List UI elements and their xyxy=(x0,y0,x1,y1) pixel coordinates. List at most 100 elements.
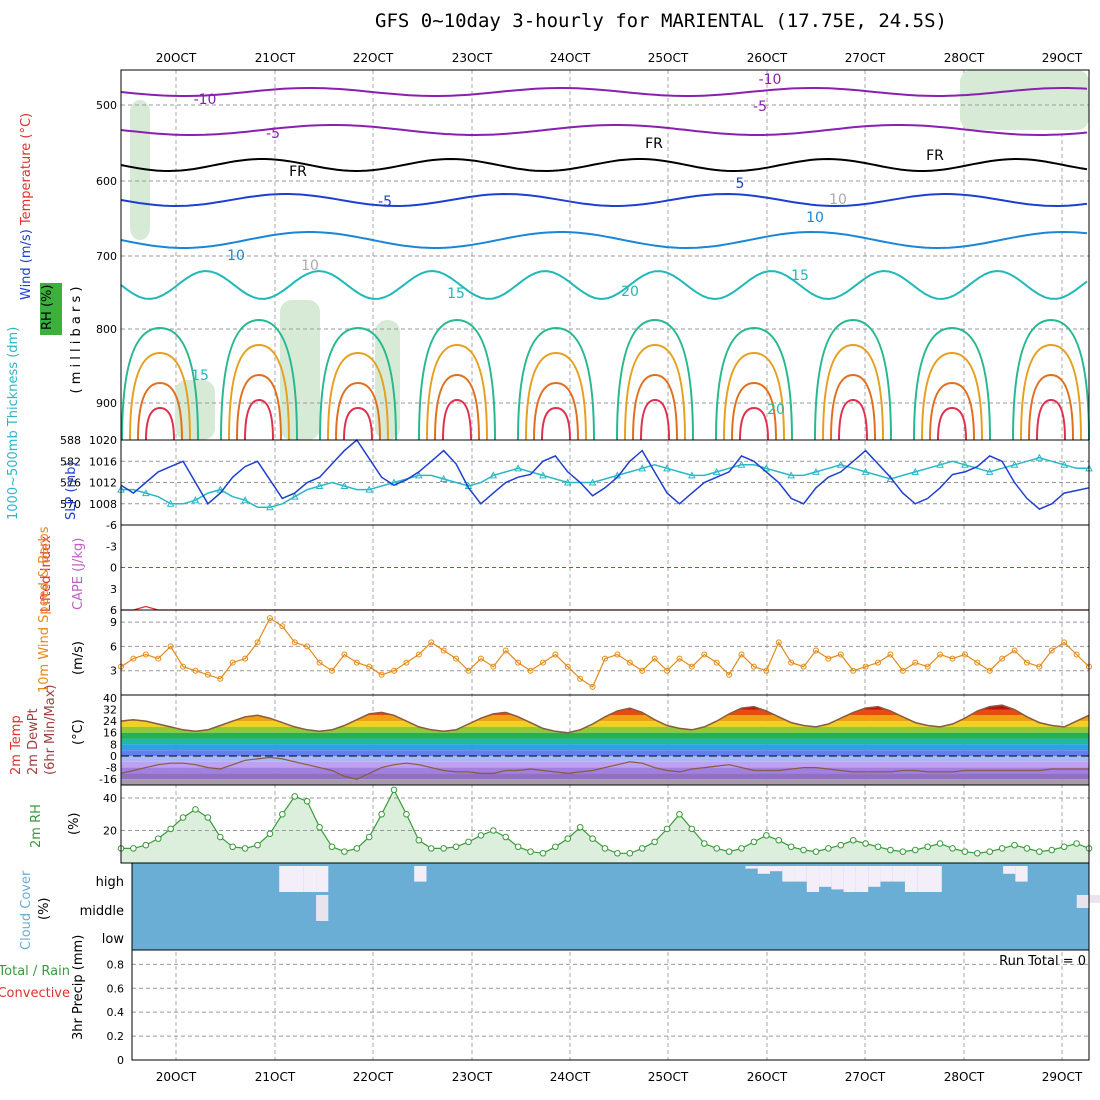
temp-line xyxy=(120,704,1090,734)
temp-band xyxy=(121,761,1089,768)
wind-tick: 6 xyxy=(110,640,117,653)
temp-tick: 8 xyxy=(110,738,117,751)
temp-tick: 32 xyxy=(103,704,117,717)
rh-marker xyxy=(266,830,274,838)
rh-marker xyxy=(589,835,596,842)
wind-speed-marker xyxy=(912,659,919,666)
isotherm-10 xyxy=(120,230,1088,250)
isotherm-loop xyxy=(137,381,183,441)
thickness-marker xyxy=(588,478,597,486)
rh-marker xyxy=(614,849,621,857)
rh-marker xyxy=(738,845,745,852)
rh-ylabel: 2m RH xyxy=(29,804,44,848)
isotherm-loop xyxy=(236,373,282,441)
thickness-marker xyxy=(340,481,349,490)
rh-marker xyxy=(787,843,795,851)
isotherm-loop xyxy=(418,318,496,441)
rh-marker xyxy=(651,838,658,846)
thickness-marker xyxy=(1010,460,1019,468)
li-ylabel: Lifted Index xyxy=(39,535,54,612)
rh-marker xyxy=(291,793,299,800)
wind-speed-marker xyxy=(577,675,584,682)
wind-speed-marker xyxy=(378,671,385,678)
isotherm-loop xyxy=(533,381,579,441)
rh-marker xyxy=(800,846,807,854)
rh-marker xyxy=(812,848,820,855)
wind-speed-marker xyxy=(328,667,335,674)
temp-band xyxy=(121,738,1089,745)
wind-speed-marker xyxy=(477,655,484,662)
wind-speed-marker xyxy=(440,647,447,654)
rh-marker xyxy=(279,810,286,818)
temp-band xyxy=(121,779,1089,785)
date-label-bottom: 29OCT xyxy=(1042,1070,1083,1084)
slp-tick: 1008 xyxy=(89,498,117,511)
wind-speed-marker xyxy=(825,655,832,662)
temp-band xyxy=(121,726,1089,733)
contour-label: -10 xyxy=(194,92,217,108)
isotherm-freezing xyxy=(120,157,1088,173)
cloud-high-bar xyxy=(745,866,758,869)
wind-speed-marker xyxy=(726,671,733,678)
rh-marker xyxy=(626,849,634,857)
thickness-marker xyxy=(315,481,324,490)
cloud-unit-label: (%) xyxy=(37,898,52,921)
rh-marker xyxy=(477,832,485,839)
wind-speed-marker xyxy=(738,651,745,658)
wind-speed-marker xyxy=(974,659,981,666)
cloud-high-bar xyxy=(880,866,893,882)
cloud-high-bar xyxy=(782,866,795,882)
run-total-label: Run Total = 0 xyxy=(999,954,1086,969)
isotherm-loop xyxy=(220,318,298,441)
cloud-high-bar xyxy=(794,866,807,882)
rh-marker xyxy=(899,848,907,855)
wind-ylabel: 10m Wind Speed & Barbs xyxy=(37,526,52,693)
thickness-marker xyxy=(166,499,175,507)
rh-marker xyxy=(700,840,708,847)
wind-speed-marker xyxy=(775,639,782,646)
rh-marker xyxy=(154,835,162,842)
wind-speed-line xyxy=(120,617,1090,688)
rh-marker xyxy=(142,841,150,849)
wind-speed-marker xyxy=(403,659,410,666)
date-label-bottom: 22OCT xyxy=(353,1070,394,1084)
cloud-high-bar xyxy=(279,866,292,892)
rh-shading xyxy=(375,320,400,440)
contour-label: 20 xyxy=(767,402,785,418)
isotherm-loop xyxy=(426,343,488,441)
temp-ylabel: 2m Temp xyxy=(9,715,24,775)
rh-marker xyxy=(328,843,336,851)
wind-speed-marker xyxy=(961,651,968,658)
rh-marker xyxy=(862,840,869,847)
wind-speed-marker xyxy=(453,655,460,662)
temp-band xyxy=(121,732,1089,739)
pressure-tick: 900 xyxy=(96,397,117,410)
li-tick: -6 xyxy=(106,519,117,532)
wind-unit-label: (m/s) xyxy=(71,641,86,675)
date-label-top: 29OCT xyxy=(1042,51,1083,65)
cloud-high-bar xyxy=(806,866,820,892)
temp-band xyxy=(121,744,1089,751)
isotherm-loop xyxy=(442,398,472,441)
wind-speed-marker xyxy=(353,659,360,666)
date-label-bottom: 24OCT xyxy=(550,1070,591,1084)
thickness-marker xyxy=(712,467,721,475)
cloud-background xyxy=(132,863,1089,950)
cloud-high-bar xyxy=(1003,866,1016,874)
slp-tick: 1012 xyxy=(89,477,117,490)
cloud-high-bar xyxy=(831,866,844,890)
date-label-bottom: 26OCT xyxy=(747,1070,788,1084)
wind-speed-marker xyxy=(316,659,323,666)
isotherm-loop xyxy=(129,351,191,441)
contour-label: 15 xyxy=(191,368,209,384)
rh-marker xyxy=(130,845,137,852)
thickness-tick: 570 xyxy=(60,498,81,511)
rh-marker xyxy=(167,825,174,833)
temp-ylabel: (6hr Min/Max) xyxy=(43,685,58,775)
wind-speed-marker xyxy=(527,667,534,674)
wind-speed-marker xyxy=(552,651,559,658)
thickness-tick: 588 xyxy=(60,434,81,447)
thickness-line xyxy=(121,456,1089,509)
slp-tick: 1020 xyxy=(89,434,117,447)
